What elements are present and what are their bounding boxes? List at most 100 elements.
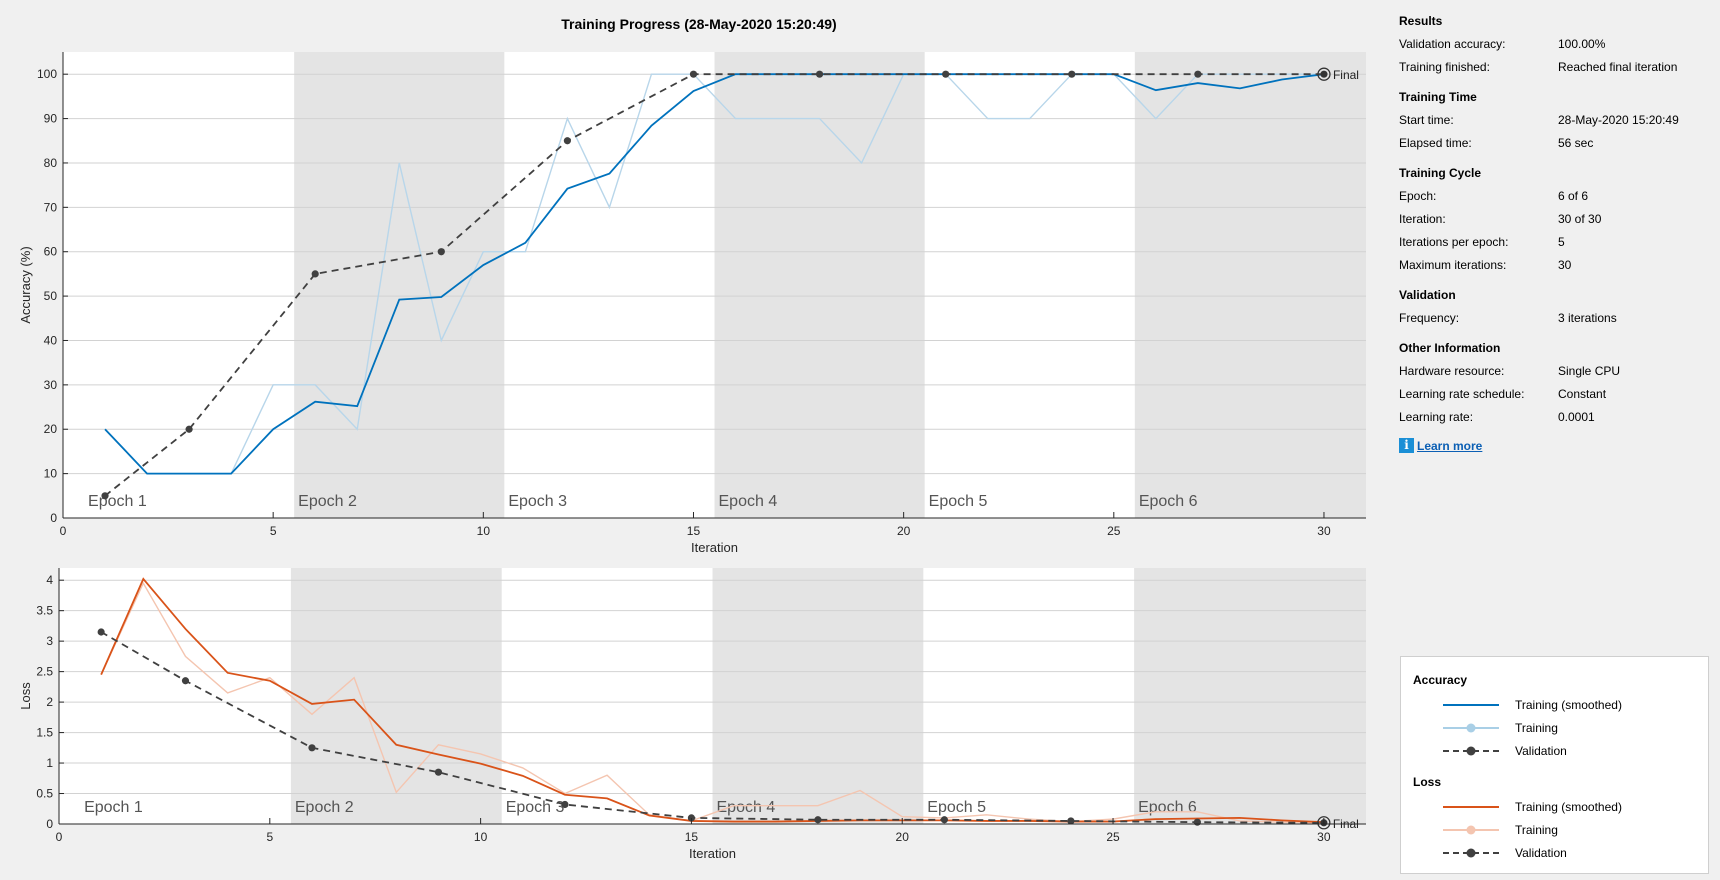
x-tick-label: 30 (1317, 524, 1331, 538)
epoch-band (712, 568, 924, 824)
accuracy-plot: Epoch 1 Epoch 2 Epoch 3 Epoch 4 Epoch 5 Epoch… (18, 52, 1366, 555)
epoch-band (714, 52, 925, 518)
validation-point (181, 677, 190, 685)
info-label: Epoch: (1399, 188, 1437, 203)
learn-more-link[interactable]: Learn more (1417, 438, 1483, 453)
info-label: Frequency: (1399, 310, 1460, 325)
y-tick-label: 20 (44, 422, 58, 436)
accuracy-legend-item: Validation (1441, 743, 1701, 759)
validation-point (185, 425, 193, 433)
legend: Accuracy Training (smoothed) Training Vali… (1400, 656, 1709, 874)
validation-point (815, 70, 824, 78)
y-tick-label: 4 (46, 573, 53, 587)
info-value: 3 iterations (1558, 310, 1617, 325)
x-tick-label: 10 (477, 524, 491, 538)
info-value: 100.00% (1558, 36, 1606, 51)
legend-swatch (1443, 848, 1499, 858)
section-title: Validation (1399, 288, 1456, 302)
learn-more: i Learn more (1399, 438, 1699, 453)
info-row: Iterations per epoch: 5 (1399, 230, 1699, 253)
section-title: Results (1399, 14, 1443, 28)
chart-title: Training Progress (28-May-2020 15:20:49) (561, 16, 837, 32)
info-value: 5 (1558, 234, 1565, 249)
info-row: Frequency: 3 iterations (1399, 306, 1699, 329)
legend-loss-title: Loss (1413, 775, 1442, 789)
x-tick-label: 25 (1106, 830, 1120, 844)
info-label: Validation accuracy: (1399, 36, 1506, 51)
legend-swatch (1443, 825, 1499, 835)
info-panel: Results Validation accuracy: 100.00% Traini… (1399, 14, 1699, 453)
accuracy-legend-item: Training (smoothed) (1441, 697, 1701, 713)
info-row: Learning rate schedule: Constant (1399, 382, 1699, 405)
info-value: Constant (1558, 386, 1607, 401)
x-tick-label: 15 (685, 830, 699, 844)
info-label: Iteration: (1399, 211, 1446, 226)
validation-point (1068, 70, 1076, 78)
final-label: Final (1333, 68, 1359, 82)
validation-point (434, 768, 443, 776)
validation-point (1067, 817, 1075, 825)
info-label: Start time: (1399, 112, 1454, 127)
section-title: Other Information (1399, 341, 1501, 355)
info-row: Elapsed time: 56 sec (1399, 131, 1699, 154)
epoch-label: Epoch 5 (929, 493, 988, 510)
section-title: Training Time (1399, 90, 1477, 104)
final-marker (1317, 67, 1331, 81)
y-tick-label: 3.5 (36, 604, 53, 618)
y-axis-label: Loss (18, 682, 33, 710)
x-axis-label: Iteration (691, 540, 738, 555)
y-tick-label: 90 (44, 112, 58, 126)
x-tick-label: 10 (474, 830, 488, 844)
info-row: Validation accuracy: 100.00% (1399, 32, 1699, 55)
final-marker (1317, 816, 1331, 830)
epoch-label: Epoch 1 (84, 799, 143, 816)
legend-label: Validation (1515, 744, 1567, 758)
epoch-band (1134, 568, 1366, 824)
section-title: Training Cycle (1399, 166, 1482, 180)
legend-label: Training (smoothed) (1515, 800, 1622, 814)
info-row: Hardware resource: Single CPU (1399, 359, 1699, 382)
info-label: Maximum iterations: (1399, 257, 1507, 272)
x-tick-label: 0 (56, 830, 63, 844)
x-axis-label: Iteration (689, 846, 736, 861)
validation-point (561, 800, 569, 809)
y-tick-label: 2 (46, 695, 53, 709)
validation-point (940, 816, 948, 824)
x-tick-label: 25 (1107, 524, 1121, 538)
validation-point (1193, 818, 1201, 826)
info-label: Hardware resource: (1399, 363, 1505, 378)
x-tick-label: 15 (687, 524, 701, 538)
loss-legend-item: Training (1441, 822, 1701, 838)
info-label: Learning rate schedule: (1399, 386, 1525, 401)
info-row: Epoch: 6 of 6 (1399, 184, 1699, 207)
training-line (104, 73, 1324, 475)
validation-point (942, 70, 950, 78)
validation-point (311, 270, 319, 278)
x-tick-label: 30 (1317, 830, 1331, 844)
legend-label: Training (1515, 721, 1558, 735)
epoch-label: Epoch 1 (88, 493, 147, 510)
epoch-band (294, 52, 505, 518)
training-line (100, 581, 1324, 824)
info-label: Learning rate: (1399, 409, 1474, 424)
legend-swatch (1443, 746, 1499, 756)
legend-label: Training (1515, 823, 1558, 837)
final-point (1320, 70, 1328, 78)
epoch-label: Epoch 3 (508, 493, 567, 510)
info-value: Reached final iteration (1558, 59, 1678, 74)
y-tick-label: 70 (44, 200, 58, 214)
legend-accuracy-title: Accuracy (1413, 673, 1468, 687)
x-tick-label: 5 (266, 830, 273, 844)
y-tick-label: 60 (44, 245, 58, 259)
loss-legend-item: Training (smoothed) (1441, 799, 1701, 815)
training-plots: Epoch 1 Epoch 2 Epoch 3 Epoch 4 Epoch 5 Epoch… (18, 52, 1366, 861)
legend-swatch (1443, 723, 1499, 733)
info-value: 56 sec (1558, 135, 1594, 150)
loss-plot: Epoch 1 Epoch 2 Epoch 3 Epoch 4 Epoch 5 Epoch… (18, 568, 1366, 861)
legend-swatch (1443, 806, 1499, 808)
info-row: Maximum iterations: 30 (1399, 253, 1699, 276)
validation-point (687, 814, 696, 822)
info-label: Elapsed time: (1399, 135, 1472, 150)
info-value: 30 (1558, 257, 1572, 272)
legend-swatch (1443, 704, 1499, 706)
